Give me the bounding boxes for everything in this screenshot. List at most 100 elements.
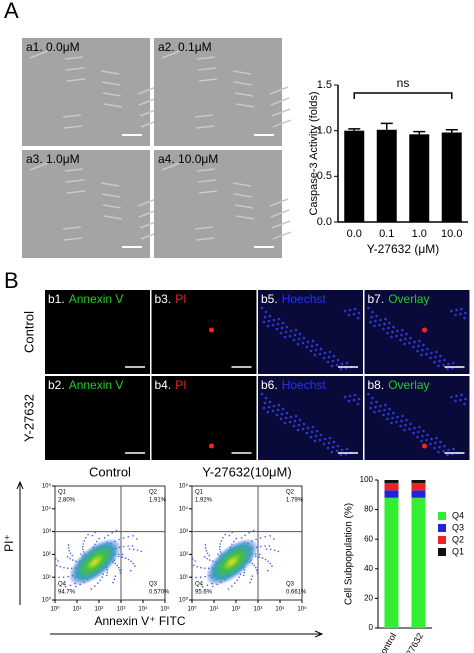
nucleus-texture — [422, 429, 425, 433]
nucleus-texture — [404, 423, 407, 427]
nucleus-texture — [268, 400, 272, 404]
stain-name: Hoechst — [282, 292, 327, 306]
nucleus-texture — [335, 363, 339, 367]
nucleus-texture — [434, 355, 437, 359]
error-bar — [413, 130, 426, 135]
density-dot — [235, 537, 238, 540]
nucleus-texture — [408, 427, 411, 431]
nucleus-texture — [267, 319, 271, 323]
nucleus-texture — [438, 359, 441, 363]
nucleus-texture — [443, 444, 446, 448]
y-tick-label: 20 — [364, 594, 373, 603]
error-bar — [380, 122, 393, 130]
density-dot — [195, 576, 197, 579]
density-dot — [269, 535, 271, 537]
nucleus-texture — [386, 331, 389, 335]
cell-texture — [62, 226, 82, 230]
quadrant-name: Q2 — [286, 490, 295, 496]
nucleus-texture — [422, 343, 425, 347]
nucleus-texture — [403, 428, 406, 432]
density-dot — [103, 537, 106, 539]
density-dot — [124, 557, 127, 559]
nucleus-texture — [450, 309, 453, 313]
nucleus-texture — [340, 362, 344, 366]
nucleus-texture — [327, 441, 331, 445]
density-dot — [59, 565, 62, 568]
bar-segment — [411, 482, 426, 491]
row-label: Y-27632 — [21, 394, 36, 442]
density-dot — [259, 537, 262, 539]
cell-texture — [234, 204, 254, 209]
nucleus-texture — [429, 442, 432, 446]
image-label: b4. PI — [155, 378, 187, 392]
density-dot — [206, 584, 209, 587]
cell-texture — [269, 86, 289, 95]
y-tick-label: 10¹ — [179, 575, 188, 581]
density-dot — [69, 557, 71, 560]
nucleus-texture — [455, 308, 458, 312]
nucleus-texture — [392, 325, 395, 329]
density-dot — [67, 547, 70, 549]
pi-spot — [422, 443, 427, 449]
fluorescence-image — [258, 290, 363, 374]
bar-segment — [384, 480, 399, 483]
legend-swatch — [438, 524, 446, 532]
density-dot — [83, 540, 86, 542]
nucleus-texture — [434, 441, 437, 445]
nucleus-texture — [328, 350, 332, 354]
density-dot — [132, 548, 135, 551]
nucleus-texture — [375, 314, 378, 318]
x-tick-label: 10⁵ — [160, 606, 170, 613]
y-tick-label: 100 — [360, 475, 374, 484]
density-dot — [97, 582, 99, 584]
cell-texture — [271, 108, 291, 117]
cell-texture — [197, 67, 217, 71]
cell-texture — [269, 198, 289, 207]
y-tick-label: 0.5 — [317, 170, 332, 182]
nucleus-texture — [452, 361, 455, 365]
nucleus-texture — [322, 442, 326, 446]
density-dot — [219, 548, 221, 551]
density-dot — [249, 581, 251, 584]
cell-texture — [232, 70, 252, 75]
nucleus-texture — [288, 420, 292, 424]
cell-texture — [272, 119, 292, 128]
y-tick-label: 0 — [369, 623, 374, 632]
legend-swatch — [438, 512, 446, 520]
quadrant-percent: 95.6% — [195, 590, 213, 596]
image-id: b2. — [48, 378, 65, 392]
nucleus-texture — [336, 358, 340, 362]
nucleus-texture — [314, 348, 318, 352]
legend-label: Q1 — [452, 546, 464, 556]
nucleus-texture — [336, 444, 340, 448]
density-dot — [67, 575, 69, 578]
cell-texture — [235, 103, 255, 108]
nucleus-texture — [264, 310, 268, 314]
nucleus-texture — [460, 307, 463, 311]
x-tick-label: 10⁴ — [275, 606, 285, 613]
nucleus-texture — [459, 312, 462, 316]
nucleus-texture — [367, 306, 370, 310]
density-dot — [54, 558, 57, 560]
nucleus-texture — [319, 433, 323, 437]
legend-label: Q4 — [452, 510, 464, 520]
density-dot — [222, 536, 224, 539]
density-dot — [66, 555, 69, 558]
nucleus-texture — [315, 343, 319, 347]
y-tick-label: 1.0 — [317, 125, 332, 137]
nucleus-texture — [266, 324, 270, 328]
y-tick-label: 10² — [42, 552, 51, 558]
y-tick-label: 0.0 — [317, 216, 332, 228]
nucleus-texture — [464, 311, 467, 315]
nucleus-texture — [348, 308, 352, 312]
nucleus-texture — [399, 338, 402, 342]
y-axis-label: Cell Subpopulation (%) — [344, 503, 355, 605]
nucleus-texture — [413, 340, 416, 344]
cell-texture — [64, 168, 84, 172]
nucleus-texture — [437, 364, 440, 368]
x-tick-label: 10² — [232, 607, 241, 613]
nucleus-texture — [289, 415, 293, 419]
quadrant-name: Q1 — [58, 490, 67, 496]
quadrant-name: Q1 — [195, 490, 204, 496]
nucleus-texture — [429, 356, 432, 360]
